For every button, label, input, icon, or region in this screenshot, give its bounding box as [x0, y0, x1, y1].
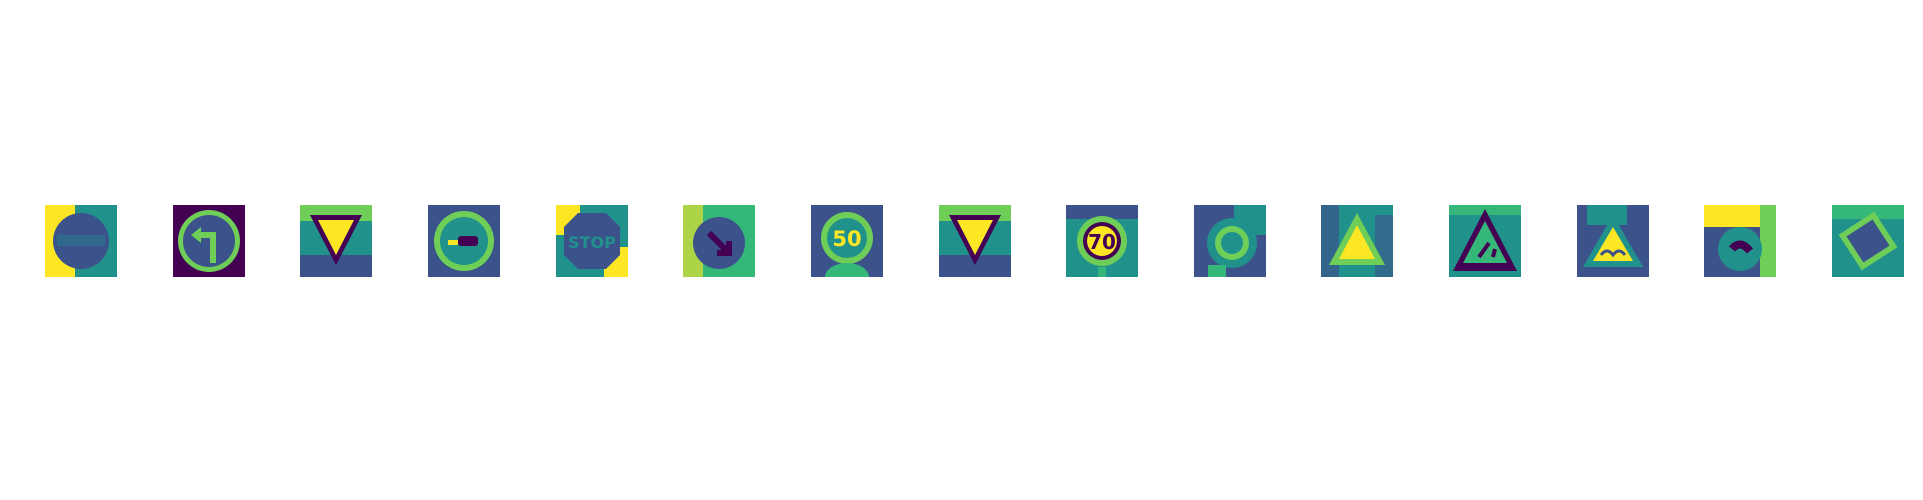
no-passing-sign-icon	[428, 205, 500, 277]
sign-thumbnail-13	[1577, 205, 1649, 277]
keep-right-sign-icon	[683, 205, 755, 277]
sign-thumbnail-4	[428, 205, 500, 277]
sign-thumbnail-5: STOP	[556, 205, 628, 277]
sign-thumbnail-14	[1704, 205, 1776, 277]
svg-text:STOP: STOP	[568, 233, 616, 252]
no-entry-sign-icon	[45, 205, 117, 277]
priority-road-sign-icon	[1832, 205, 1904, 277]
sign-thumbnail-1	[45, 205, 117, 277]
sign-thumbnail-11	[1321, 205, 1393, 277]
circular-sign-icon	[1704, 205, 1776, 277]
roundabout-sign-icon	[1194, 205, 1266, 277]
stop-sign-icon: STOP	[556, 205, 628, 277]
warning-triangle-sign-icon	[1321, 205, 1393, 277]
speed-limit-sign-icon: 70	[1066, 205, 1138, 277]
turn-left-arrow-sign-icon	[173, 205, 245, 277]
sign-thumbnail-15	[1832, 205, 1904, 277]
yield-triangle-sign-icon	[300, 205, 372, 277]
speed-limit-sign-icon: 50	[811, 205, 883, 277]
sign-thumbnail-3	[300, 205, 372, 277]
svg-text:70: 70	[1088, 230, 1116, 254]
svg-text:50: 50	[832, 227, 861, 251]
yield-triangle-sign-icon	[939, 205, 1011, 277]
sign-thumbnail-6	[683, 205, 755, 277]
sign-thumbnail-10	[1194, 205, 1266, 277]
bumpy-road-sign-icon	[1577, 205, 1649, 277]
sign-thumbnail-2	[173, 205, 245, 277]
sign-thumbnail-9: 70	[1066, 205, 1138, 277]
sign-thumbnail-12	[1449, 205, 1521, 277]
road-work-sign-icon	[1449, 205, 1521, 277]
sign-thumbnail-8	[939, 205, 1011, 277]
sign-thumbnail-7: 50	[811, 205, 883, 277]
